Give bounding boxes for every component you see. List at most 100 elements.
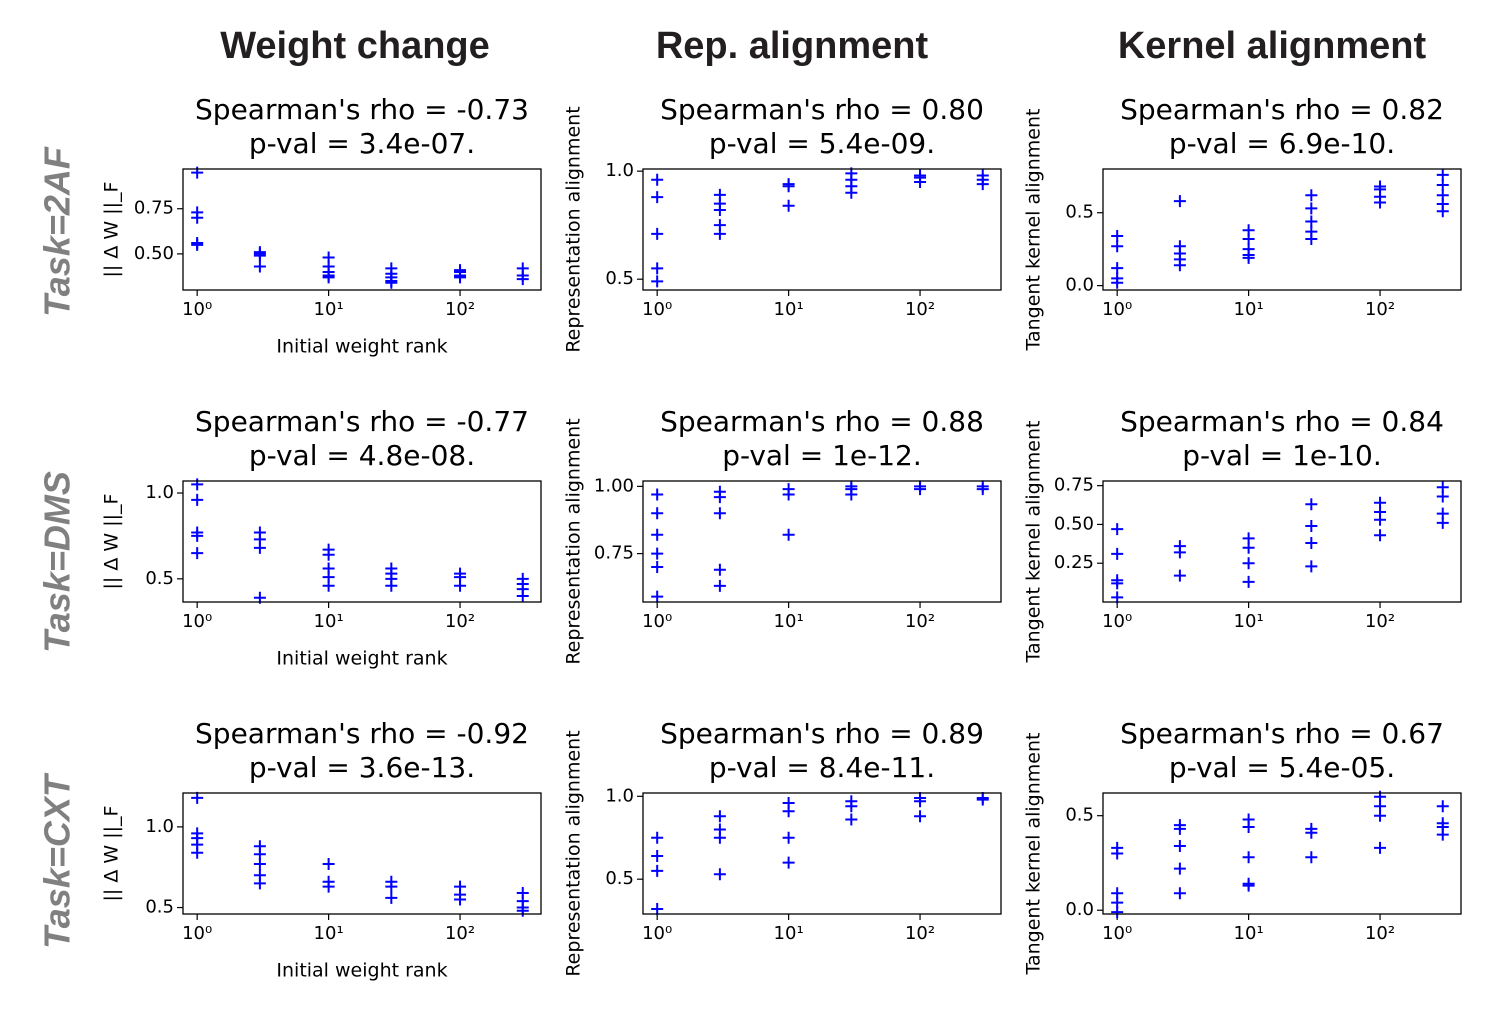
point bbox=[454, 271, 467, 284]
axes-frame bbox=[182, 792, 542, 915]
point bbox=[516, 589, 529, 602]
point bbox=[191, 493, 204, 506]
chart-subtitle: p-val = 5.4e-05. bbox=[1169, 751, 1395, 784]
point bbox=[322, 880, 335, 893]
point bbox=[1374, 513, 1387, 526]
point bbox=[322, 548, 335, 561]
point bbox=[976, 178, 989, 191]
point bbox=[976, 793, 989, 806]
point bbox=[782, 856, 795, 869]
y-axis-label: || Δ W ||_F bbox=[101, 806, 123, 902]
chart-title: Spearman's rho = 0.88 bbox=[660, 405, 984, 438]
y-tick-label: 0.50 bbox=[1054, 513, 1094, 534]
point bbox=[191, 478, 204, 491]
point bbox=[322, 579, 335, 592]
point bbox=[1111, 547, 1124, 560]
point bbox=[651, 262, 664, 275]
point bbox=[1305, 560, 1318, 573]
point bbox=[1436, 205, 1449, 218]
x-tick-label: 10¹ bbox=[314, 923, 344, 944]
x-tick-label: 10² bbox=[1365, 923, 1395, 944]
point bbox=[1436, 490, 1449, 503]
point bbox=[454, 579, 467, 592]
x-tick-label: 10⁰ bbox=[182, 923, 212, 944]
x-tick-label: 10² bbox=[445, 923, 475, 944]
axes-frame bbox=[642, 792, 1002, 915]
point bbox=[1173, 195, 1186, 208]
point bbox=[651, 903, 664, 916]
axes-frame bbox=[182, 480, 542, 603]
chart-title: Spearman's rho = 0.84 bbox=[1120, 405, 1444, 438]
axes-frame bbox=[642, 480, 1002, 603]
y-axis-label: || Δ W ||_F bbox=[101, 494, 123, 590]
point bbox=[1242, 232, 1255, 245]
y-tick-label: 1.0 bbox=[605, 160, 634, 181]
point bbox=[1305, 498, 1318, 511]
point bbox=[1173, 569, 1186, 582]
chart-title: Spearman's rho = 0.67 bbox=[1120, 717, 1444, 750]
point bbox=[713, 204, 726, 217]
x-tick-label: 10¹ bbox=[314, 299, 344, 320]
y-tick-label: 0.75 bbox=[594, 543, 634, 564]
point bbox=[651, 831, 664, 844]
point bbox=[1436, 516, 1449, 529]
y-tick-label: 0.75 bbox=[1054, 475, 1094, 496]
y-tick-label: 0.5 bbox=[605, 268, 634, 289]
point bbox=[782, 488, 795, 501]
chart-title: Spearman's rho = -0.92 bbox=[195, 717, 529, 750]
y-tick-label: 0.0 bbox=[1065, 899, 1094, 920]
point bbox=[1173, 839, 1186, 852]
y-axis-label: Representation alignment bbox=[563, 730, 585, 976]
chart-subtitle: p-val = 1e-10. bbox=[1182, 439, 1382, 472]
y-tick-label: 0.5 bbox=[1065, 202, 1094, 223]
point bbox=[845, 488, 858, 501]
x-tick-label: 10² bbox=[1365, 611, 1395, 632]
point bbox=[1436, 828, 1449, 841]
point bbox=[1374, 196, 1387, 209]
point bbox=[1111, 591, 1124, 604]
point bbox=[1173, 822, 1186, 835]
axes-frame bbox=[1102, 168, 1462, 291]
point bbox=[651, 507, 664, 520]
x-tick-label: 10² bbox=[905, 299, 935, 320]
point bbox=[1436, 179, 1449, 192]
x-axis-label: Initial weight rank bbox=[276, 960, 447, 982]
chart-title: Spearman's rho = 0.89 bbox=[660, 717, 984, 750]
point bbox=[1173, 887, 1186, 900]
point bbox=[322, 271, 335, 284]
x-tick-label: 10⁰ bbox=[642, 299, 672, 320]
point bbox=[191, 547, 204, 560]
x-tick-label: 10² bbox=[1365, 299, 1395, 320]
point bbox=[1242, 851, 1255, 864]
point bbox=[1111, 906, 1124, 919]
point bbox=[713, 831, 726, 844]
point bbox=[322, 857, 335, 870]
point bbox=[845, 186, 858, 199]
point bbox=[713, 868, 726, 881]
point bbox=[1305, 826, 1318, 839]
row-label: Task=2AF bbox=[37, 146, 78, 317]
point bbox=[782, 805, 795, 818]
chart-subtitle: p-val = 8.4e-11. bbox=[709, 751, 935, 784]
point bbox=[651, 528, 664, 541]
chart-subtitle: p-val = 5.4e-09. bbox=[709, 127, 935, 160]
y-axis-label: Tangent kernel alignment bbox=[1023, 109, 1045, 352]
y-axis-label: Tangent kernel alignment bbox=[1023, 733, 1045, 976]
point bbox=[1374, 841, 1387, 854]
x-tick-label: 10¹ bbox=[774, 923, 804, 944]
point bbox=[516, 273, 529, 286]
point bbox=[914, 175, 927, 188]
chart-title: Spearman's rho = -0.77 bbox=[195, 405, 529, 438]
point bbox=[253, 249, 266, 262]
y-tick-label: 0.5 bbox=[145, 568, 174, 589]
y-axis-label: Representation alignment bbox=[563, 418, 585, 664]
point bbox=[1111, 262, 1124, 275]
axes-frame bbox=[642, 168, 1002, 291]
point bbox=[782, 199, 795, 212]
point bbox=[1305, 851, 1318, 864]
point bbox=[651, 488, 664, 501]
point bbox=[1111, 240, 1124, 253]
point bbox=[976, 483, 989, 496]
point bbox=[1305, 215, 1318, 228]
point bbox=[651, 590, 664, 603]
